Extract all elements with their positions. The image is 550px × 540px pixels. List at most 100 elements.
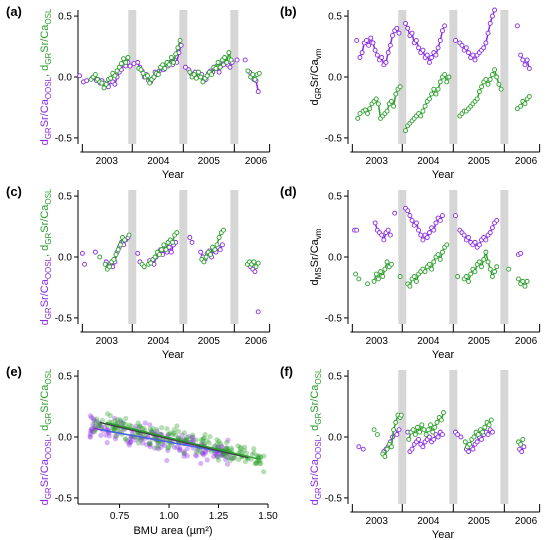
scatter-point-green	[214, 441, 220, 447]
series-purple-point	[526, 66, 532, 71]
year-label: 2006	[515, 336, 538, 347]
series-green-point	[432, 424, 438, 430]
scatter-point-purple	[91, 417, 97, 424]
series-purple-point	[255, 89, 261, 95]
x-axis-label: Year	[432, 169, 455, 181]
scatter-point-green	[221, 452, 228, 458]
scatter-point-green	[224, 445, 230, 451]
scatter-point-green	[227, 457, 234, 463]
series-purple-point	[198, 249, 204, 255]
series-purple-point	[459, 42, 465, 48]
series-purple-point	[409, 218, 415, 223]
series-green-point	[384, 108, 390, 114]
year-gap-band	[449, 10, 458, 144]
series-purple-point	[483, 237, 489, 243]
scatter-point-green	[172, 432, 179, 438]
series-purple-point	[385, 50, 391, 56]
series-purple-point	[368, 35, 374, 41]
series-green-point	[208, 252, 213, 258]
series-purple-point	[416, 227, 422, 233]
series-purple	[354, 7, 532, 71]
series-green-point	[442, 72, 448, 78]
series-green-point	[113, 252, 119, 258]
x-axis-label: BMU area (µm²)	[133, 525, 212, 537]
series-green-point	[201, 259, 207, 265]
series-green-point	[426, 96, 432, 102]
series-purple-point	[461, 232, 467, 238]
series-purple-point	[252, 269, 258, 275]
series-green-point	[156, 252, 162, 258]
scatter-point-purple	[219, 451, 225, 458]
scatter-point-purple	[202, 448, 208, 455]
series-purple-point	[420, 237, 426, 243]
scatter-point-purple	[202, 450, 209, 456]
y-axis-label: dGRSr/CaOOSL, dGRSr/CaOSL	[39, 8, 53, 145]
series-purple-point	[77, 73, 83, 79]
scatter-point-green	[257, 453, 263, 460]
y-axis-label-part: d	[39, 499, 51, 505]
scatter-point-purple	[216, 451, 223, 457]
scatter-point-green	[91, 429, 98, 435]
scatter-point-green	[235, 443, 241, 449]
series-purple-point	[357, 55, 363, 60]
series-purple-point	[466, 235, 471, 240]
y-tick-label: -0.5	[55, 493, 73, 504]
series-green-point	[255, 260, 261, 266]
scatter-point-green	[116, 428, 123, 434]
year-label: 2005	[468, 336, 491, 347]
y-axis-label: dGRSr/Cavm	[309, 48, 323, 105]
series-green-point	[428, 422, 433, 428]
scatter-point-purple	[91, 423, 98, 429]
series-green-point	[111, 256, 117, 262]
x-axis-label: Year	[432, 349, 455, 361]
y-axis-label-part: Sr/Ca	[309, 58, 321, 87]
series-green-point	[471, 434, 477, 440]
scatter-point-green	[254, 460, 260, 466]
scatter-point-purple	[174, 444, 180, 450]
series-purple-point	[360, 446, 366, 452]
scatter-point-green	[180, 450, 187, 456]
series-purple-point	[470, 52, 476, 58]
series-green-point	[97, 254, 103, 260]
series-green-point	[483, 249, 489, 255]
scatter-point-purple	[112, 433, 118, 440]
series-green-point	[430, 429, 436, 435]
scatter-point-green	[99, 417, 106, 423]
series-purple-point	[385, 227, 391, 233]
series-green-point	[155, 72, 161, 78]
series-green-point	[419, 422, 425, 428]
series-green-point	[161, 242, 167, 248]
scatter-point-green	[137, 423, 143, 429]
panel-letter-e: (e)	[6, 364, 22, 379]
y-axis-label-part: GR	[314, 87, 323, 99]
scatter-point-green	[92, 419, 98, 426]
year-label: 2003	[366, 516, 389, 527]
year-gap-band	[500, 190, 509, 324]
scatter-point-purple	[165, 432, 172, 438]
scatter-point-purple	[189, 434, 195, 440]
series-purple-point	[453, 213, 458, 219]
y-axis-label-part: d	[309, 99, 321, 105]
scatter-point-green	[122, 436, 129, 442]
scatter-point-green	[141, 426, 147, 432]
year-label: 2003	[96, 156, 119, 167]
series-purple-point	[187, 235, 193, 240]
series-purple-point	[485, 432, 491, 438]
series-purple-point	[487, 230, 493, 236]
series-purple	[356, 427, 527, 455]
scatter-point-green	[256, 460, 262, 466]
series-purple-point	[379, 232, 385, 238]
series-green-point	[121, 56, 127, 62]
scatter-point-purple	[127, 436, 134, 442]
scatter-cloud	[87, 411, 267, 475]
scatter-point-green	[155, 442, 161, 449]
series-green-point	[204, 73, 210, 79]
series-green-point	[397, 84, 403, 90]
series-green-point	[170, 239, 175, 245]
scatter-point-green	[148, 441, 154, 447]
scatter-point-purple	[126, 442, 132, 448]
series-purple-point	[431, 436, 437, 442]
series-purple-point	[489, 225, 495, 231]
series-green-point	[221, 227, 226, 233]
scatter-point-green	[95, 420, 102, 426]
